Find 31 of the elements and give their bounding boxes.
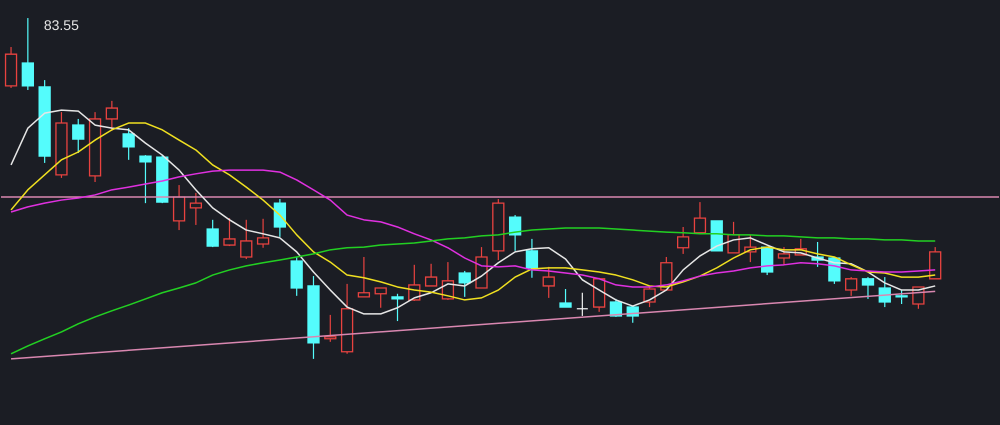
candlestick	[106, 100, 118, 132]
candlestick	[508, 214, 522, 252]
candlestick	[22, 17, 34, 91]
candlestick	[526, 238, 538, 278]
candlestick	[542, 266, 555, 298]
candlestick	[223, 218, 236, 247]
candlestick	[576, 292, 588, 317]
candlestick	[458, 270, 471, 298]
candlestick	[324, 314, 336, 342]
candlestick	[358, 256, 370, 298]
candlestick	[559, 288, 572, 308]
candlestick	[139, 154, 152, 204]
candlestick	[895, 289, 908, 305]
candlestick	[845, 276, 858, 296]
candlestick	[778, 246, 790, 266]
candlestick	[206, 219, 219, 248]
candlestick	[122, 128, 135, 160]
candlestick	[374, 287, 387, 308]
candlestick	[694, 202, 706, 234]
candlestick	[862, 276, 874, 300]
candlestick	[190, 192, 202, 226]
candlestick	[240, 219, 252, 260]
candlestick	[256, 218, 270, 248]
candlestick	[424, 263, 438, 287]
candlestick	[172, 184, 186, 231]
candlestick	[72, 118, 84, 154]
candlestick	[878, 276, 891, 308]
candlestick	[677, 226, 690, 255]
candlestick	[391, 293, 404, 322]
candlestick	[274, 198, 286, 238]
annotation: 83.55	[44, 17, 80, 34]
